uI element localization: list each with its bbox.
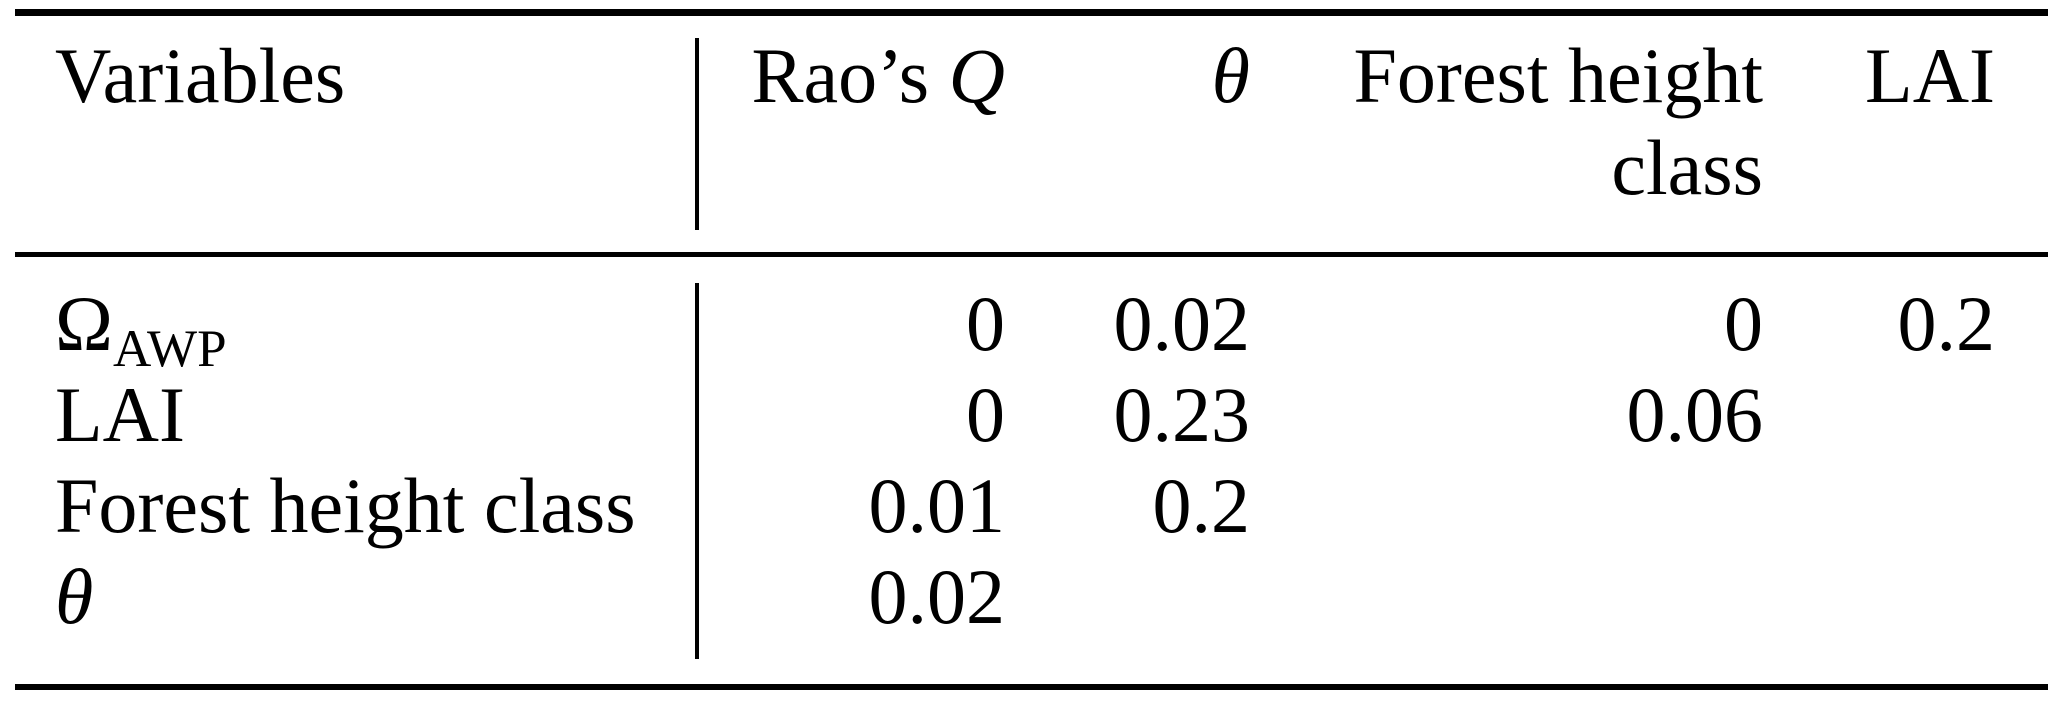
row-lai-forest-height-class-value: 0.06 [1626, 371, 1764, 458]
column-divider-header-segment [695, 38, 699, 230]
row-forest-height-class-lai-value [1763, 460, 1995, 551]
header-raos-q-symbol: Q [948, 32, 1005, 119]
header-cell-raos-q: Rao’s Q [710, 30, 1005, 214]
row-omega-awp-lai-value: 0.2 [1897, 280, 1996, 367]
row-theta-theta-value [1005, 551, 1250, 642]
row-omega-awp-raos-q-value: 0 [966, 280, 1005, 367]
column-divider-body-segment [695, 283, 699, 659]
row-forest-height-class-theta-value: 0.2 [1152, 462, 1251, 549]
header-raos-q-text: Rao’s [751, 32, 949, 119]
header-cell-forest-height-class: Forest height class [1250, 30, 1763, 214]
table-body: ΩAWP 0 0.02 0 0.2 LAI 0 0.23 0.06 Forest… [55, 278, 1995, 642]
header-cell-theta: θ [1005, 30, 1250, 214]
header-forest-height-line1: Forest height [1353, 32, 1763, 119]
table-bottom-rule [15, 684, 2048, 690]
row-theta-label-cell: θ [55, 551, 710, 642]
header-variables-label: Variables [55, 32, 346, 119]
row-lai-label-cell: LAI [55, 371, 185, 458]
row-lai-lai-value [1763, 369, 1995, 460]
theta-symbol: θ [55, 553, 94, 640]
row-forest-height-class-raos-q-value: 0.01 [868, 462, 1006, 549]
omega-subscript-awp: AWP [112, 319, 227, 378]
row-theta-forest-height-class-value [1250, 551, 1763, 642]
header-theta-symbol: θ [1211, 32, 1250, 119]
table-top-rule [15, 9, 2048, 16]
header-lai-label: LAI [1865, 32, 1995, 119]
table-header-row: Variables Rao’s Q θ Forest height class … [55, 30, 1995, 214]
omega-symbol: Ω [55, 280, 113, 367]
row-forest-height-class-forest-height-class-value [1250, 460, 1763, 551]
row-lai-theta-value: 0.23 [1113, 371, 1251, 458]
row-omega-awp-forest-height-class-value: 0 [1724, 280, 1763, 367]
row-theta-lai-value [1763, 551, 1995, 642]
row-lai-raos-q-value: 0 [966, 371, 1005, 458]
row-theta-raos-q-value: 0.02 [868, 553, 1006, 640]
header-forest-height-line2: class [1611, 124, 1763, 211]
header-cell-variables: Variables [55, 30, 710, 214]
table-header-rule [15, 252, 2048, 257]
row-forest-height-class-label-cell: Forest height class [55, 462, 636, 549]
row-omega-awp-label-cell: ΩAWP [55, 278, 710, 378]
header-cell-lai: LAI [1763, 30, 1995, 214]
row-omega-awp-theta-value: 0.02 [1113, 280, 1251, 367]
